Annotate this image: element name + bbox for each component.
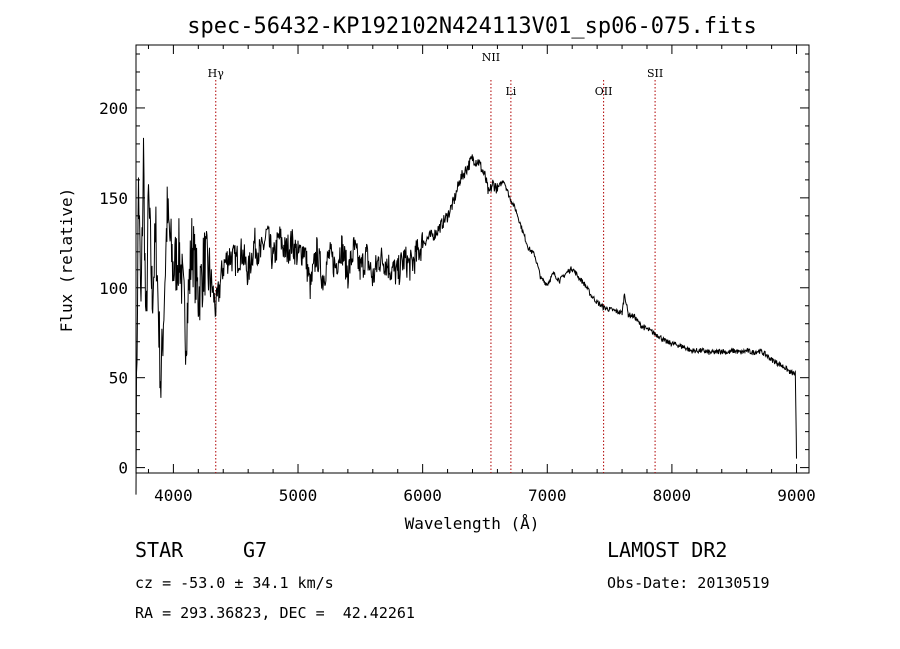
y-tick-label: 0 [118, 459, 128, 478]
observation-date: Obs-Date: 20130519 [607, 574, 770, 592]
x-tick-label: 8000 [653, 486, 692, 505]
x-tick-label: 6000 [403, 486, 442, 505]
redshift-cz: cz = -53.0 ± 34.1 km/s [135, 574, 334, 592]
chart-title: spec-56432-KP192102N424113V01_sp06-075.f… [187, 14, 757, 39]
spectral-line-markers: Hγ NII Li OII SII [208, 51, 663, 473]
x-axis-label: Wavelength (Å) [405, 514, 540, 533]
x-tick-label: 9000 [777, 486, 816, 505]
marker-label: OII [595, 85, 613, 98]
marker-label: Li [505, 85, 516, 98]
y-tick-label: 200 [99, 99, 128, 118]
x-tick-label: 5000 [279, 486, 318, 505]
marker-label: Hγ [208, 67, 225, 80]
y-tick-label: 50 [109, 369, 128, 388]
y-tick-label: 150 [99, 189, 128, 208]
axis-ticks: 4000 5000 6000 7000 8000 9000 0 50 100 150 200 [99, 45, 816, 505]
spectrum-line [135, 137, 797, 495]
object-type: STAR [135, 538, 184, 562]
spectral-subclass: G7 [243, 538, 268, 562]
survey-name: LAMOST DR2 [607, 538, 728, 562]
sky-coordinates: RA = 293.36823, DEC = 42.42261 [135, 604, 415, 622]
x-tick-label: 7000 [528, 486, 567, 505]
x-tick-label: 4000 [154, 486, 193, 505]
marker-label: NII [482, 51, 500, 64]
y-tick-label: 100 [99, 279, 128, 298]
y-axis-label: Flux (relative) [57, 188, 76, 333]
marker-label: SII [647, 67, 663, 80]
